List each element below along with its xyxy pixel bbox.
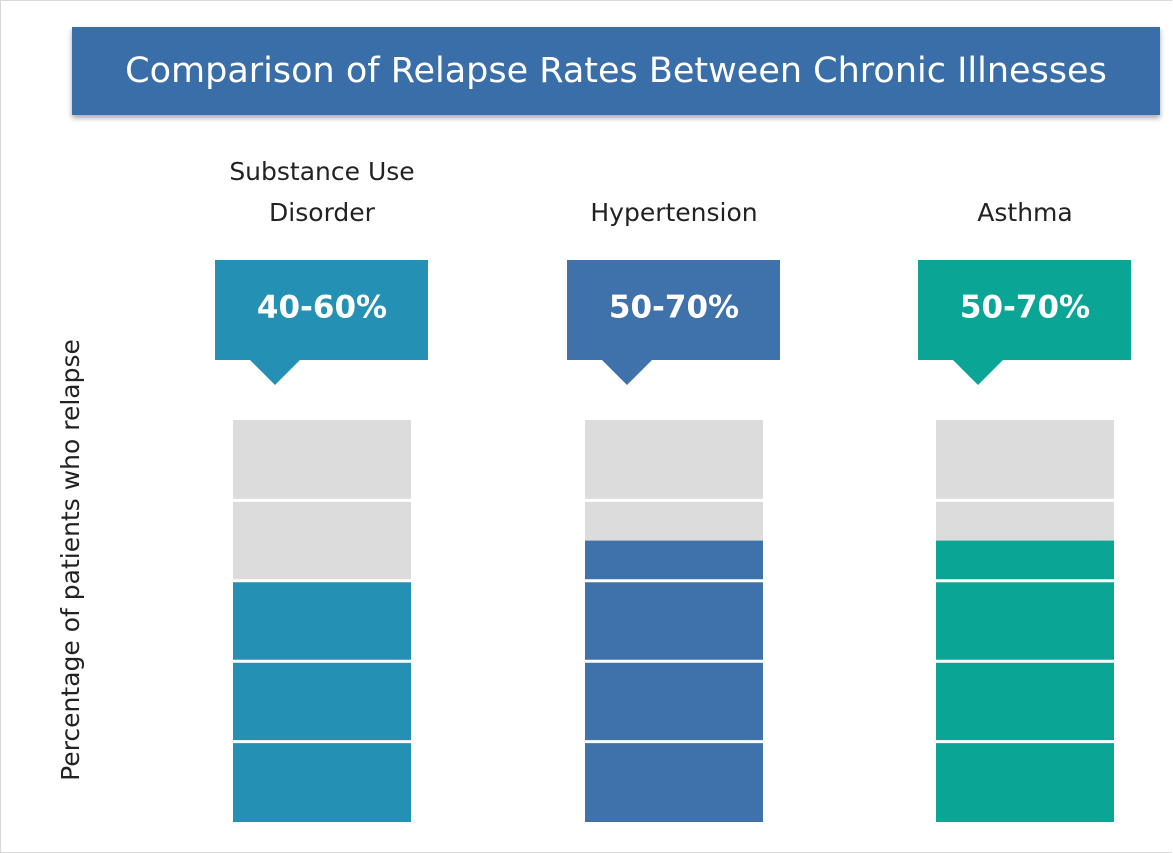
chart-title: Comparison of Relapse Rates Between Chro… <box>72 27 1160 115</box>
bar <box>233 580 411 822</box>
callout <box>918 260 1131 385</box>
callout <box>215 260 428 385</box>
y-axis-label: Percentage of patients who relapse <box>56 339 85 781</box>
callout <box>567 260 780 385</box>
bar <box>936 540 1114 822</box>
value-label: 40-60% <box>257 290 387 326</box>
category-label: Substance Use Disorder <box>229 157 415 227</box>
category-label: Asthma <box>977 198 1073 227</box>
bar <box>585 540 763 822</box>
category-label: Hypertension <box>590 198 758 227</box>
value-label: 50-70% <box>609 290 739 326</box>
value-label: 50-70% <box>960 290 1090 326</box>
